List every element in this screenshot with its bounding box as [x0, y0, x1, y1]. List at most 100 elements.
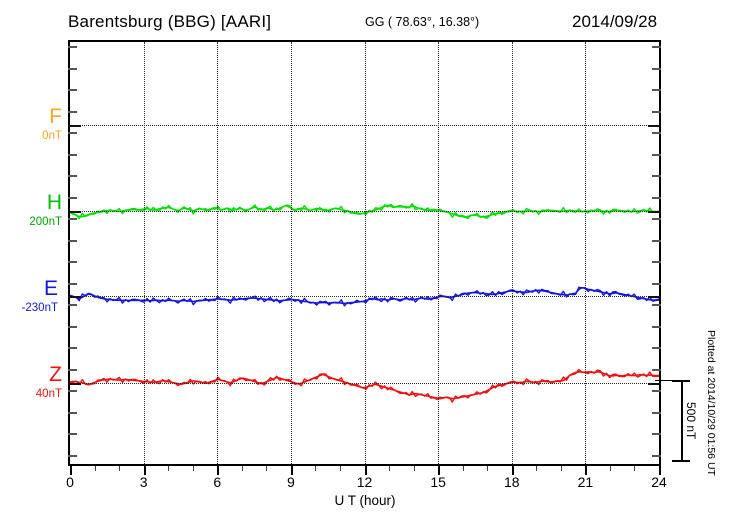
left-axis-tick — [68, 433, 77, 435]
x-axis-minor-tick — [389, 466, 391, 471]
geographic-coordinates: GG ( 78.63°, 16.38°) — [365, 15, 480, 29]
x-axis-minor-tick — [315, 466, 317, 471]
x-axis-tick-label: 21 — [577, 474, 594, 490]
observation-date: 2014/09/28 — [572, 12, 658, 31]
component-name-h: H — [46, 191, 62, 214]
right-axis-tick — [652, 68, 661, 70]
x-axis-major-tick — [70, 466, 72, 475]
x-axis-tick-label: 24 — [651, 474, 667, 490]
left-axis-tick — [68, 132, 77, 134]
baseline-e — [70, 296, 659, 297]
x-axis-minor-tick — [168, 466, 170, 471]
right-axis-tick — [652, 283, 661, 285]
x-axis-minor-tick — [241, 466, 243, 471]
x-axis-major-tick — [585, 466, 588, 475]
left-axis-major-tick-f — [68, 125, 81, 127]
left-axis-tick — [68, 68, 77, 70]
left-axis-tick — [68, 455, 77, 457]
right-axis-tick — [652, 369, 661, 371]
left-axis-tick — [68, 261, 77, 263]
page-title: Barentsburg (BBG) [AARI] — [68, 12, 272, 31]
x-axis-tick-label: 3 — [139, 474, 148, 490]
magnetogram-plot-area — [68, 40, 661, 466]
left-axis-major-tick-h — [68, 211, 81, 213]
left-axis-tick — [68, 283, 77, 285]
vertical-gridline — [585, 42, 587, 464]
left-axis-tick — [68, 326, 77, 328]
right-axis-tick — [652, 175, 661, 177]
component-baseline-e: -230nT — [21, 302, 58, 314]
right-axis-tick — [652, 433, 661, 435]
left-axis-tick — [68, 240, 77, 242]
x-axis-minor-tick — [634, 466, 636, 471]
left-axis-tick — [68, 218, 77, 220]
baseline-h — [70, 211, 659, 212]
component-name-f: F — [49, 105, 62, 128]
x-axis-tick-label: 6 — [213, 474, 222, 490]
x-axis-title: U T (hour) — [334, 493, 396, 508]
right-axis-tick — [652, 132, 661, 134]
left-axis-tick — [68, 347, 77, 349]
right-axis-tick — [652, 326, 661, 328]
component-label-h: H 200nT — [16, 192, 62, 229]
x-axis-minor-tick — [462, 466, 464, 471]
left-axis-major-tick-e — [68, 296, 81, 298]
left-axis-tick — [68, 175, 77, 177]
right-axis-tick — [652, 197, 661, 199]
x-axis-tick-label: 9 — [286, 474, 295, 490]
x-axis-major-tick — [290, 466, 293, 475]
vertical-gridline — [511, 42, 513, 464]
x-axis-minor-tick — [94, 466, 96, 471]
x-axis-major-tick — [143, 466, 146, 475]
right-axis-tick — [652, 455, 661, 457]
left-axis-major-tick-z — [68, 383, 81, 385]
scale-bar-label: 500 nT — [684, 402, 698, 440]
x-axis-minor-tick — [119, 466, 121, 471]
plotted-at-text: Plotted at 2014/10/29 01:56 UT — [705, 330, 717, 476]
component-name-e: E — [43, 277, 58, 300]
right-axis-major-tick-h — [648, 211, 661, 213]
component-baseline-f: 0nT — [42, 130, 62, 142]
right-axis-tick — [652, 154, 661, 156]
vertical-gridline — [217, 42, 219, 464]
x-axis-tick-label: 0 — [66, 474, 74, 490]
vertical-gridline — [143, 42, 145, 464]
vertical-gridline — [438, 42, 440, 464]
right-axis-tick — [652, 89, 661, 91]
x-axis-tick-label: 18 — [503, 474, 520, 490]
scale-connector — [655, 380, 683, 381]
x-axis-minor-tick — [609, 466, 611, 471]
vertical-gridline — [364, 42, 366, 464]
x-axis-tick-label: 12 — [356, 474, 373, 490]
scale-cap-bottom — [672, 460, 690, 462]
right-axis-tick — [652, 240, 661, 242]
right-axis-tick — [652, 347, 661, 349]
right-axis-tick — [652, 390, 661, 392]
scale-bar — [681, 381, 683, 461]
x-axis-minor-tick — [413, 466, 415, 471]
right-axis-major-tick-f — [648, 125, 661, 127]
right-axis-tick — [652, 412, 661, 414]
right-axis-tick — [652, 304, 661, 306]
left-axis-tick — [68, 304, 77, 306]
right-axis-tick — [652, 261, 661, 263]
component-name-z: Z — [49, 363, 62, 386]
left-axis-tick — [68, 154, 77, 156]
left-axis-tick — [68, 89, 77, 91]
left-axis-tick — [68, 46, 77, 48]
x-axis-minor-tick — [192, 466, 194, 471]
component-baseline-h: 200nT — [29, 216, 62, 228]
left-axis-tick — [68, 412, 77, 414]
left-axis-tick — [68, 197, 77, 199]
left-axis-tick — [68, 111, 77, 113]
right-axis-major-tick-e — [648, 296, 661, 298]
baseline-z — [70, 383, 659, 384]
component-label-f: F 0nT — [16, 106, 62, 143]
x-axis-major-tick — [438, 466, 441, 475]
x-axis-major-tick — [217, 466, 220, 475]
right-axis-tick — [652, 46, 661, 48]
left-axis-tick — [68, 369, 77, 371]
right-axis-major-tick-z — [648, 383, 661, 385]
component-label-z: Z 40nT — [16, 364, 62, 401]
